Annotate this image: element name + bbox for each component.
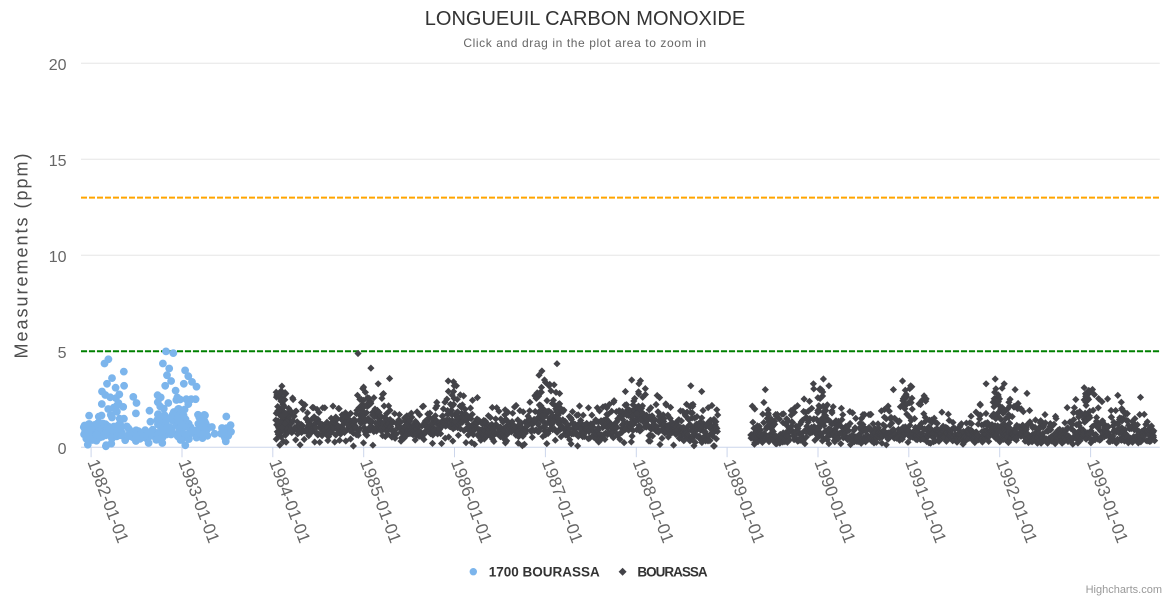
svg-text:LONGUEUIL CARBON MONOXIDE: LONGUEUIL CARBON MONOXIDE bbox=[425, 8, 745, 30]
svg-text:BOURASSA: BOURASSA bbox=[637, 565, 708, 580]
svg-text:1700 BOURASSA: 1700 BOURASSA bbox=[489, 565, 600, 580]
svg-text:Measurements (ppm): Measurements (ppm) bbox=[12, 151, 32, 358]
svg-text:0: 0 bbox=[58, 441, 67, 458]
svg-text:10: 10 bbox=[49, 249, 67, 266]
svg-text:Click and drag in the plot are: Click and drag in the plot area to zoom … bbox=[463, 36, 706, 50]
svg-text:15: 15 bbox=[49, 153, 67, 170]
svg-text:Highcharts.com: Highcharts.com bbox=[1086, 584, 1162, 596]
svg-text:20: 20 bbox=[49, 57, 67, 74]
svg-text:5: 5 bbox=[58, 345, 67, 362]
